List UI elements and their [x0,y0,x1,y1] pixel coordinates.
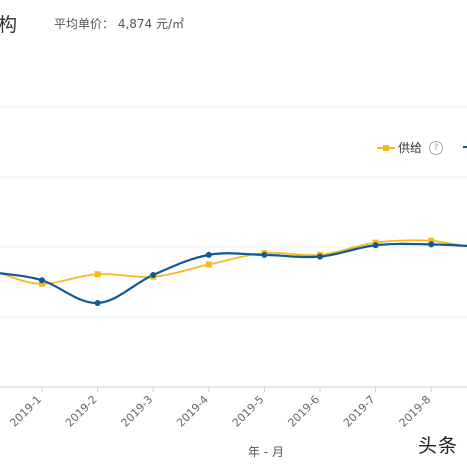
x-tick-label: 2019-6 [285,393,322,430]
x-tick-label: 2019-8 [397,393,434,430]
data-point-supply [39,280,45,287]
x-tick-label: 2019-7 [341,393,378,430]
legend-swatch-demand[interactable] [463,146,467,148]
data-point-demand [94,300,101,306]
x-tick-label: 2019-3 [119,393,156,430]
data-point-demand [317,253,323,260]
data-point-supply [94,271,101,278]
data-point-demand [39,277,45,284]
legend-swatch-supply [377,143,395,153]
data-point-demand [428,241,435,248]
x-tick-label: 2019-1 [7,393,44,430]
page-title: 构 [0,14,18,36]
series-line-supply [0,239,467,285]
watermark-logo: 头条 [418,435,459,457]
data-point-demand [205,251,212,258]
data-point-demand [261,251,268,258]
x-axis-label: 年 - 月 [248,445,284,459]
legend-label-supply: 供给 [398,141,423,155]
help-icon[interactable]: ? [429,140,444,155]
series-line-demand [0,242,467,305]
data-point-demand [150,272,157,278]
data-point-demand [372,242,379,249]
average-unit-price: 平均单价： 4,874 元/㎡ [54,17,185,31]
x-tick-label: 2019-2 [63,393,100,430]
data-point-supply [205,261,212,268]
data-point-supply [428,237,435,244]
legend-item-supply[interactable]: 供给 ? [377,139,444,156]
x-tick-label: 2019-4 [174,393,211,430]
x-tick-label: 2019-5 [230,393,267,430]
